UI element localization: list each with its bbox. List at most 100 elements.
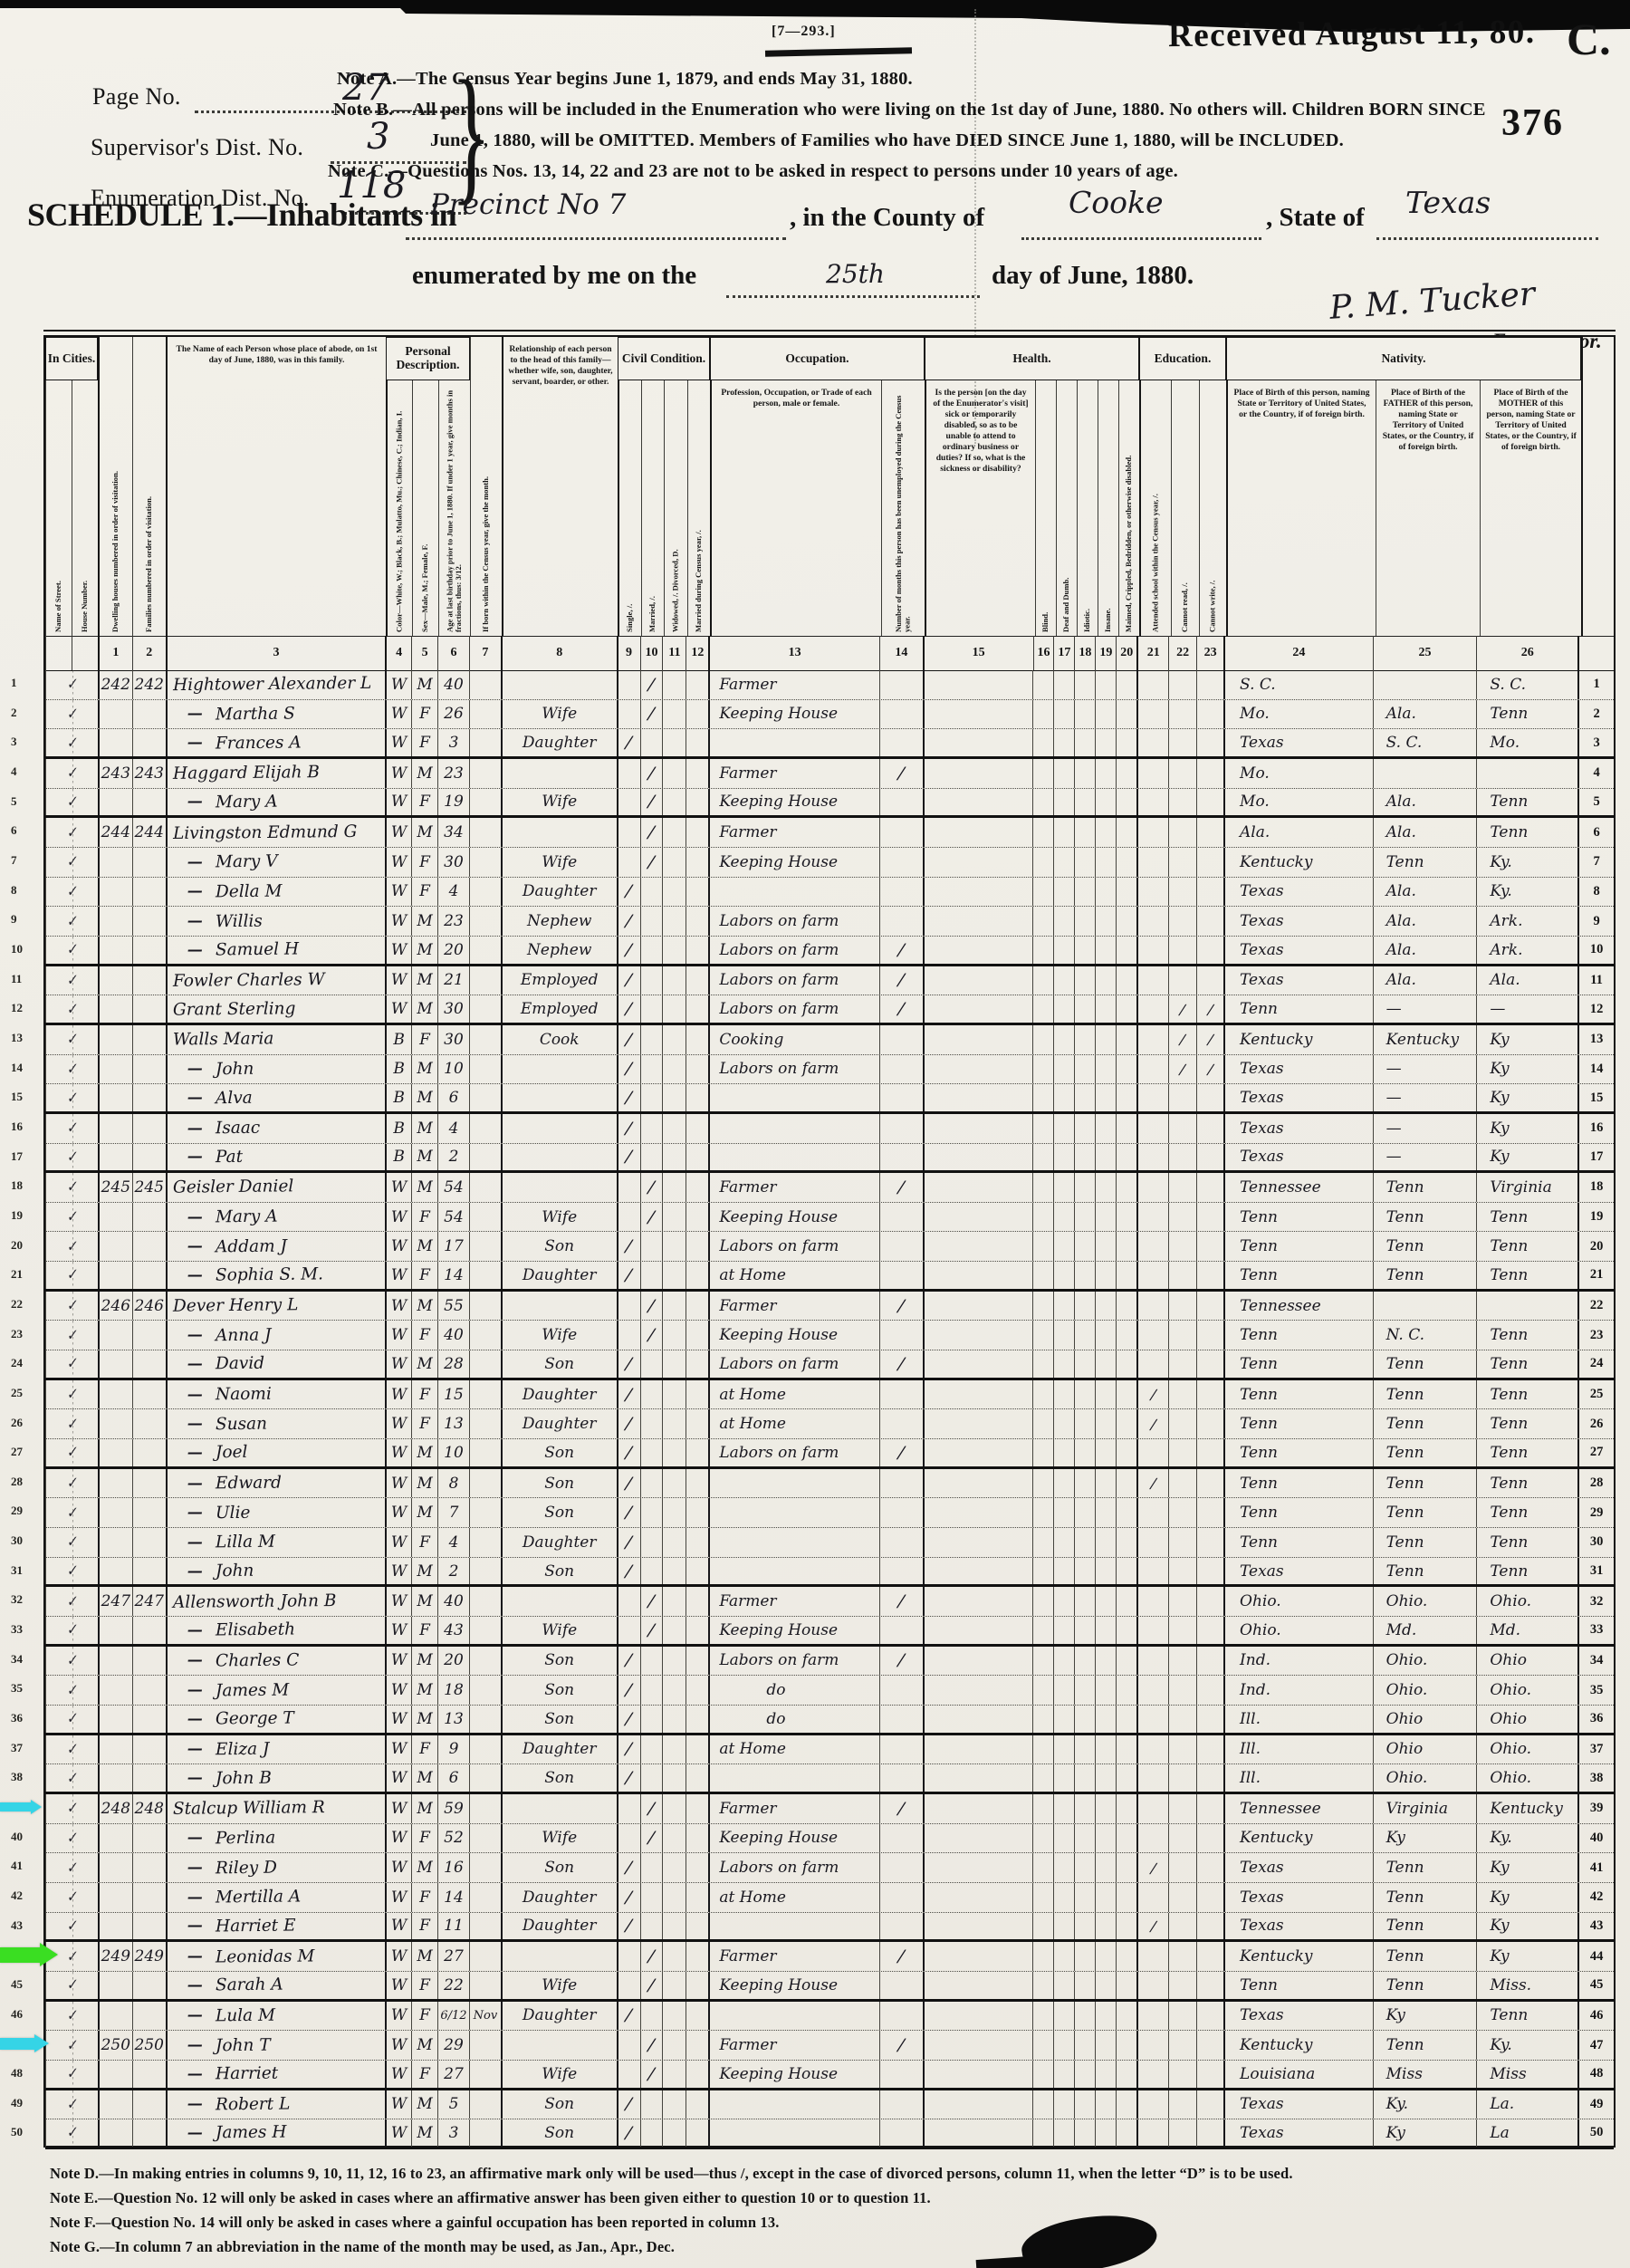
cell-health-20 [1116, 1113, 1136, 1143]
cell-father-birthplace: Miss [1372, 2060, 1477, 2088]
cell-civil-11 [662, 1587, 686, 1616]
cell-relationship: Daughter [500, 729, 617, 756]
cell-civil-12 [686, 818, 708, 847]
cell-mother-birthplace: Ky [1476, 1084, 1577, 1111]
ditto-dash: — [187, 1769, 203, 1788]
cell-civil-9: / [616, 1350, 640, 1378]
line-number-left: 21 [11, 1267, 23, 1282]
cell-health-19 [1095, 1439, 1116, 1466]
cell-color: W [385, 1202, 411, 1232]
cell-health-20 [1116, 1528, 1136, 1557]
cell-civil-9: / [616, 1439, 640, 1466]
cell-health-17 [1053, 1942, 1074, 1971]
cell-visit-check: ✓ [45, 1853, 98, 1882]
cell-health-19 [1095, 1528, 1116, 1557]
cell-civil-10: / [639, 1823, 663, 1853]
cell-age: 13 [437, 1409, 469, 1439]
cell-family-number: 246 [131, 1291, 166, 1321]
group-title-in_cities: In Cities. [45, 337, 98, 380]
cell-civil-9 [616, 847, 640, 877]
cell-relationship: Daughter [500, 1528, 617, 1557]
cell-line-number-right: 45 [1577, 1971, 1614, 1999]
cell-sex: F [411, 2001, 437, 2031]
cell-health-18 [1074, 1350, 1095, 1378]
cell-civil-12 [686, 1882, 708, 1912]
census-row: ✓ — Mary A W F 19 Wife / Keeping House Mo. Ala. Ten… [45, 788, 1614, 819]
cell-family-number [131, 1084, 166, 1111]
cell-months-unemployed: / [878, 1646, 923, 1676]
cell-mother-birthplace: Tenn [1476, 1350, 1577, 1378]
cell-education-23 [1196, 966, 1223, 995]
cell-color: W [385, 877, 411, 907]
cell-relationship [500, 2031, 617, 2060]
cell-health-17 [1053, 1853, 1074, 1882]
checkmark: ✓ [64, 2096, 80, 2113]
cell-birthplace: Texas [1223, 966, 1373, 995]
cell-mother-birthplace: Ohio. [1476, 1735, 1577, 1764]
cell-birth-month [468, 1113, 501, 1143]
cell-health-17 [1053, 1764, 1074, 1792]
cell-visit-check: ✓ [45, 1143, 98, 1171]
cell-health-18 [1074, 1409, 1095, 1439]
cell-education-23 [1196, 1793, 1223, 1823]
cell-visit-check: ✓ [45, 936, 98, 964]
cell-occupation [708, 1764, 879, 1792]
cell-health-16 [1032, 847, 1053, 877]
checkmark: ✓ [64, 1948, 80, 1965]
cell-health-19 [1095, 1468, 1116, 1498]
column-number [1577, 636, 1614, 670]
cell-health-17 [1053, 1113, 1074, 1143]
cell-health-17 [1053, 1321, 1074, 1350]
census-row: ✓ — Harriet W F 27 Wife / Keeping House Louisiana… [45, 2060, 1614, 2090]
cell-relationship: Son [500, 1646, 617, 1676]
cell-mother-birthplace: S. C. [1476, 670, 1577, 699]
cell-months-unemployed: / [878, 758, 923, 788]
cell-relationship [500, 1084, 617, 1111]
cell-civil-12 [686, 966, 708, 995]
cell-health-17 [1053, 1971, 1074, 1999]
cell-health-18 [1074, 1735, 1095, 1764]
cell-age: 2 [437, 1143, 469, 1171]
cell-health-16 [1032, 2060, 1053, 2088]
cell-civil-9: / [616, 936, 640, 964]
cell-civil-9 [616, 758, 640, 788]
cell-occupation: Keeping House [708, 847, 879, 877]
cell-visit-check: ✓ [45, 1113, 98, 1143]
census-row: ✓ 242 242 Hightower Alexander L W M 40/Farmer S… [45, 670, 1614, 700]
census-row: ✓ — John B M 10/Labors on farm / / Texas — Ky 14 [45, 1054, 1614, 1085]
column-number: 22 [1168, 636, 1196, 670]
cell-age: 40 [437, 1587, 469, 1616]
cell-education-23 [1196, 1350, 1223, 1378]
cell-sickness [922, 1528, 1033, 1557]
checkmark: ✓ [64, 1209, 80, 1226]
cell-civil-10 [639, 1262, 663, 1289]
cell-mother-birthplace: Ky [1476, 1853, 1577, 1882]
cell-civil-10: / [639, 758, 663, 788]
cell-age: 3 [437, 729, 469, 756]
cell-health-18 [1074, 2060, 1095, 2088]
cell-sex: M [411, 2031, 437, 2060]
cell-health-16 [1032, 1262, 1053, 1289]
cell-health-19 [1095, 1646, 1116, 1676]
cell-civil-11 [662, 2060, 686, 2088]
cell-mother-birthplace: La [1476, 2119, 1577, 2147]
cell-dwelling-number [97, 1676, 132, 1705]
cell-occupation: do [708, 1705, 879, 1733]
enumerated-label: enumerated by me on the [412, 261, 697, 290]
cell-civil-11 [662, 877, 686, 907]
cell-birthplace: Texas [1223, 1557, 1373, 1585]
cell-health-16 [1032, 1173, 1053, 1202]
ditto-dash: — [187, 882, 203, 901]
cell-visit-check: ✓ [45, 1321, 98, 1350]
cell-sickness [922, 2031, 1033, 2060]
cell-birth-month [468, 1528, 501, 1557]
cell-dwelling-number: 242 [97, 670, 132, 699]
column-number: 6 [437, 636, 469, 670]
cell-health-16 [1032, 1882, 1053, 1912]
cell-color: W [385, 2119, 411, 2147]
cell-months-unemployed [878, 1912, 923, 1940]
cell-sickness [922, 788, 1033, 816]
ditto-dash: — [187, 1681, 203, 1700]
column-caption-a: Name of Street. [45, 337, 72, 636]
cell-sex: M [411, 818, 437, 847]
